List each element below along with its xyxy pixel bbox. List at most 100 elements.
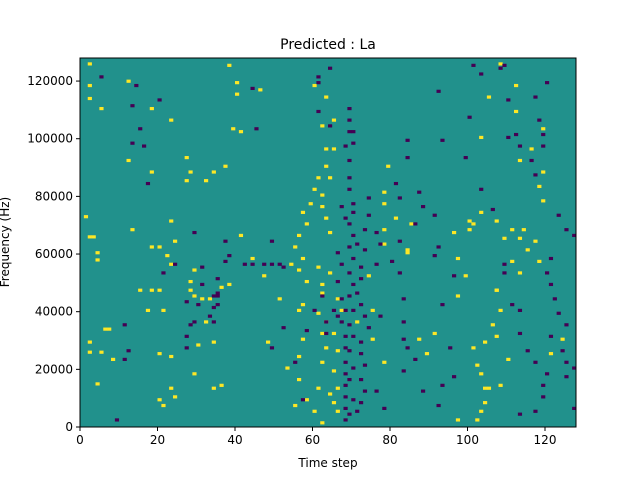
heatmap-cell-low-187 [471, 63, 476, 67]
heatmap-cell-low-175 [545, 271, 550, 275]
heatmap-cell-low-66 [339, 320, 344, 324]
heatmap-cell-high-85 [308, 202, 313, 206]
heatmap-cell-low-93 [347, 176, 352, 180]
x-tick-label-2: 40 [227, 433, 242, 447]
heatmap-cell-low-87 [347, 245, 352, 249]
heatmap-cell-high-127 [382, 242, 387, 246]
heatmap-cell-high-28 [149, 288, 154, 292]
heatmap-cell-low-136 [436, 245, 441, 249]
heatmap-cell-high-29 [157, 288, 162, 292]
heatmap-cell-low-178 [556, 311, 561, 315]
heatmap-cell-high-65 [238, 233, 244, 238]
heatmap-cell-high-71 [285, 366, 290, 370]
heatmap-cell-high-4 [83, 215, 89, 219]
x-tick-label-0: 0 [76, 433, 84, 447]
heatmap-cell-low-12 [161, 271, 166, 275]
heatmap-cell-low-138 [440, 303, 445, 307]
heatmap-cell-high-63 [227, 63, 232, 67]
heatmap-cell-low-112 [362, 248, 368, 252]
heatmap-cell-high-66 [250, 256, 255, 261]
heatmap-cell-high-74 [297, 354, 302, 359]
heatmap-background [80, 58, 576, 427]
heatmap-cell-low-128 [401, 369, 406, 373]
heatmap-cell-high-181 [560, 337, 565, 341]
heatmap-cell-high-119 [316, 311, 321, 315]
heatmap-cell-low-181 [572, 366, 577, 370]
heatmap-cell-low-28 [207, 314, 213, 318]
heatmap-cell-low-180 [564, 360, 569, 364]
heatmap-cell-low-95 [351, 141, 356, 145]
heatmap-cell-high-8 [95, 258, 100, 262]
heatmap-cell-high-32 [192, 268, 197, 272]
heatmap-cell-low-168 [537, 118, 542, 122]
heatmap-cell-low-49 [320, 294, 325, 298]
heatmap-cell-high-51 [157, 398, 162, 402]
heatmap-cell-high-31 [145, 308, 151, 312]
heatmap-cell-high-179 [514, 83, 519, 88]
heatmap-cell-low-65 [343, 308, 348, 312]
heatmap-cell-high-72 [297, 377, 302, 382]
y-axis-title: Frequency (Hz) [0, 197, 12, 288]
heatmap-cell-low-97 [355, 242, 360, 246]
heatmap-cell-high-164 [517, 236, 523, 240]
heatmap-cell-low-26 [215, 277, 220, 281]
heatmap-cell-low-74 [343, 418, 348, 422]
heatmap-cell-low-94 [347, 158, 352, 163]
heatmap-cell-high-145 [471, 222, 476, 226]
plot-frame [79, 57, 577, 428]
heatmap-cell-high-99 [320, 282, 325, 287]
heatmap-cell-high-136 [417, 337, 422, 341]
heatmap-cell-low-155 [510, 303, 515, 307]
heatmap-cell-low-144 [413, 222, 418, 226]
heatmap-cell-low-141 [436, 89, 441, 93]
heatmap-cell-low-173 [572, 233, 577, 238]
heatmap-cell-low-140 [440, 383, 445, 387]
heatmap-cell-low-77 [347, 377, 352, 382]
heatmap-cell-low-124 [401, 297, 406, 301]
heatmap-cell-high-109 [312, 83, 317, 88]
heatmap-cell-low-82 [351, 308, 356, 312]
heatmap-cell-low-101 [359, 303, 364, 307]
heatmap-cell-high-55 [184, 179, 189, 183]
x-axis-title: Time step [297, 456, 357, 470]
heatmap-cell-low-52 [331, 308, 337, 312]
heatmap-cell-high-182 [494, 219, 499, 223]
heatmap-cell-low-135 [432, 213, 437, 217]
heatmap-cell-high-123 [370, 308, 375, 312]
heatmap-cell-high-100 [316, 265, 321, 269]
heatmap-cell-low-83 [347, 294, 352, 298]
heatmap-cell-high-56 [204, 179, 209, 183]
heatmap-cell-high-116 [331, 401, 337, 405]
heatmap-cell-high-174 [541, 127, 546, 131]
x-tick-label-6: 120 [534, 433, 557, 447]
heatmap-cell-high-108 [324, 95, 329, 99]
heatmap-cell-low-159 [533, 360, 538, 364]
heatmap-cell-high-86 [312, 187, 317, 191]
heatmap-cell-low-63 [335, 279, 340, 284]
heatmap-cell-high-176 [486, 95, 492, 99]
heatmap-cell-low-89 [347, 222, 352, 226]
heatmap-cell-low-134 [421, 205, 426, 209]
heatmap-cell-low-165 [533, 173, 538, 177]
heatmap-cell-high-5 [87, 235, 92, 239]
heatmap-cell-high-120 [335, 297, 340, 301]
heatmap-cell-low-99 [359, 277, 364, 281]
heatmap-cell-high-41 [196, 343, 201, 347]
heatmap-cell-high-18 [126, 158, 131, 163]
heatmap-cell-low-153 [502, 262, 507, 266]
heatmap-cell-high-36 [200, 297, 205, 301]
heatmap-cell-low-54 [328, 124, 333, 128]
heatmap-cell-low-98 [359, 265, 364, 269]
heatmap-cell-low-150 [463, 156, 468, 160]
heatmap-cell-high-3 [99, 107, 104, 111]
heatmap-cell-high-135 [409, 222, 414, 226]
heatmap-cell-low-170 [545, 81, 550, 85]
heatmap-cell-high-143 [467, 219, 472, 223]
x-tick-label-3: 60 [305, 433, 320, 447]
heatmap-cell-low-143 [432, 254, 437, 258]
heatmap-cell-high-134 [405, 251, 410, 255]
heatmap-cell-high-26 [169, 262, 174, 266]
heatmap-cell-low-130 [393, 181, 399, 186]
heatmap-cell-high-112 [335, 349, 340, 353]
heatmap-cell-low-189 [506, 135, 511, 140]
